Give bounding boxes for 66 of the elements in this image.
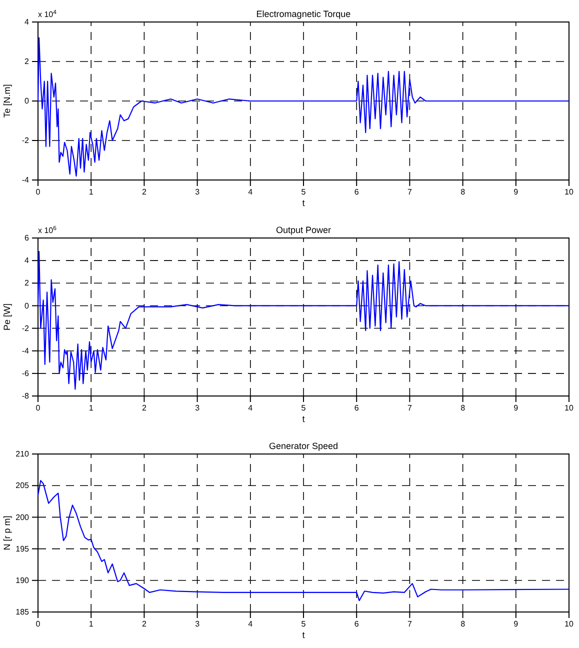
y-tick-label: 185 (16, 608, 30, 617)
x-tick-label: 6 (354, 404, 360, 413)
x-tick-label: 8 (460, 620, 466, 629)
x-tick-label: 3 (195, 620, 200, 629)
line-series (37, 480, 570, 602)
x-tick-label: 9 (514, 620, 519, 629)
y-axis-title: Te [N.m] (2, 84, 12, 118)
x-tick-label: 7 (407, 188, 412, 197)
x-tick-label: 9 (514, 404, 519, 413)
y-axis-title: N [r p m] (2, 516, 12, 550)
y-tick-label: -6 (22, 368, 30, 378)
x-tick-label: 2 (142, 188, 147, 197)
x-axis-title: t (302, 198, 306, 208)
x-tick-label: 10 (564, 188, 574, 197)
x-tick-label: 4 (248, 188, 254, 197)
y-tick-label: 0 (24, 96, 30, 106)
y-axis-title: Pe [W] (2, 303, 12, 331)
x-tick-label: 1 (88, 620, 94, 629)
y-tick-label: -2 (22, 136, 30, 146)
line-series (37, 37, 570, 177)
x-tick-label: 0 (36, 404, 41, 413)
x-tick-label: 0 (36, 188, 41, 197)
x-tick-label: 5 (301, 620, 306, 629)
y-tick-label: 2 (24, 57, 30, 66)
x-tick-label: 1 (88, 188, 94, 197)
y-tick-label: 210 (16, 450, 30, 459)
x-tick-label: 5 (301, 188, 306, 197)
x-tick-label: 4 (248, 620, 254, 629)
text: x 10$^{6}$ (38, 225, 58, 235)
x-tick-label: 3 (195, 404, 200, 413)
x-tick-label: 8 (460, 188, 466, 197)
x-tick-label: 2 (142, 620, 147, 629)
y-tick-label: 195 (16, 544, 30, 554)
x-tick-label: 10 (564, 404, 574, 413)
line-series (37, 250, 570, 390)
x-tick-label: 1 (88, 404, 94, 413)
x-axis-title: t (302, 630, 306, 640)
text: x 10$^{4}$ (38, 9, 58, 19)
x-tick-label: 6 (354, 620, 360, 629)
x-axis-title: t (302, 414, 306, 424)
x-tick-label: 5 (301, 404, 306, 413)
y-tick-label: 2 (24, 278, 30, 288)
x-tick-label: 3 (195, 188, 200, 197)
x-tick-label: 2 (142, 404, 147, 413)
chart-title: Output Power (276, 225, 332, 235)
y-tick-label: -2 (22, 324, 30, 333)
y-tick-label: 205 (16, 481, 30, 490)
y-tick-label: 4 (24, 18, 30, 27)
x-tick-label: 9 (514, 188, 519, 197)
y-tick-label: 0 (24, 301, 30, 310)
x-tick-label: 6 (354, 188, 360, 197)
y-tick-label: -4 (22, 176, 30, 185)
y-tick-label: 4 (24, 256, 30, 266)
x-tick-label: 7 (407, 620, 412, 629)
x-tick-label: 7 (407, 404, 412, 413)
chart-title: Electromagnetic Torque (256, 9, 351, 19)
x-tick-label: 8 (460, 404, 466, 413)
x-tick-label: 0 (36, 620, 41, 629)
x-tick-label: 10 (564, 620, 574, 629)
y-tick-label: 6 (24, 234, 30, 243)
x-tick-label: 4 (248, 404, 254, 413)
y-tick-label: -4 (22, 346, 30, 356)
y-tick-label: 190 (16, 576, 30, 585)
y-tick-label: 200 (16, 512, 30, 522)
y-tick-label: -8 (22, 392, 30, 401)
chart-title: Generator Speed (268, 441, 338, 451)
